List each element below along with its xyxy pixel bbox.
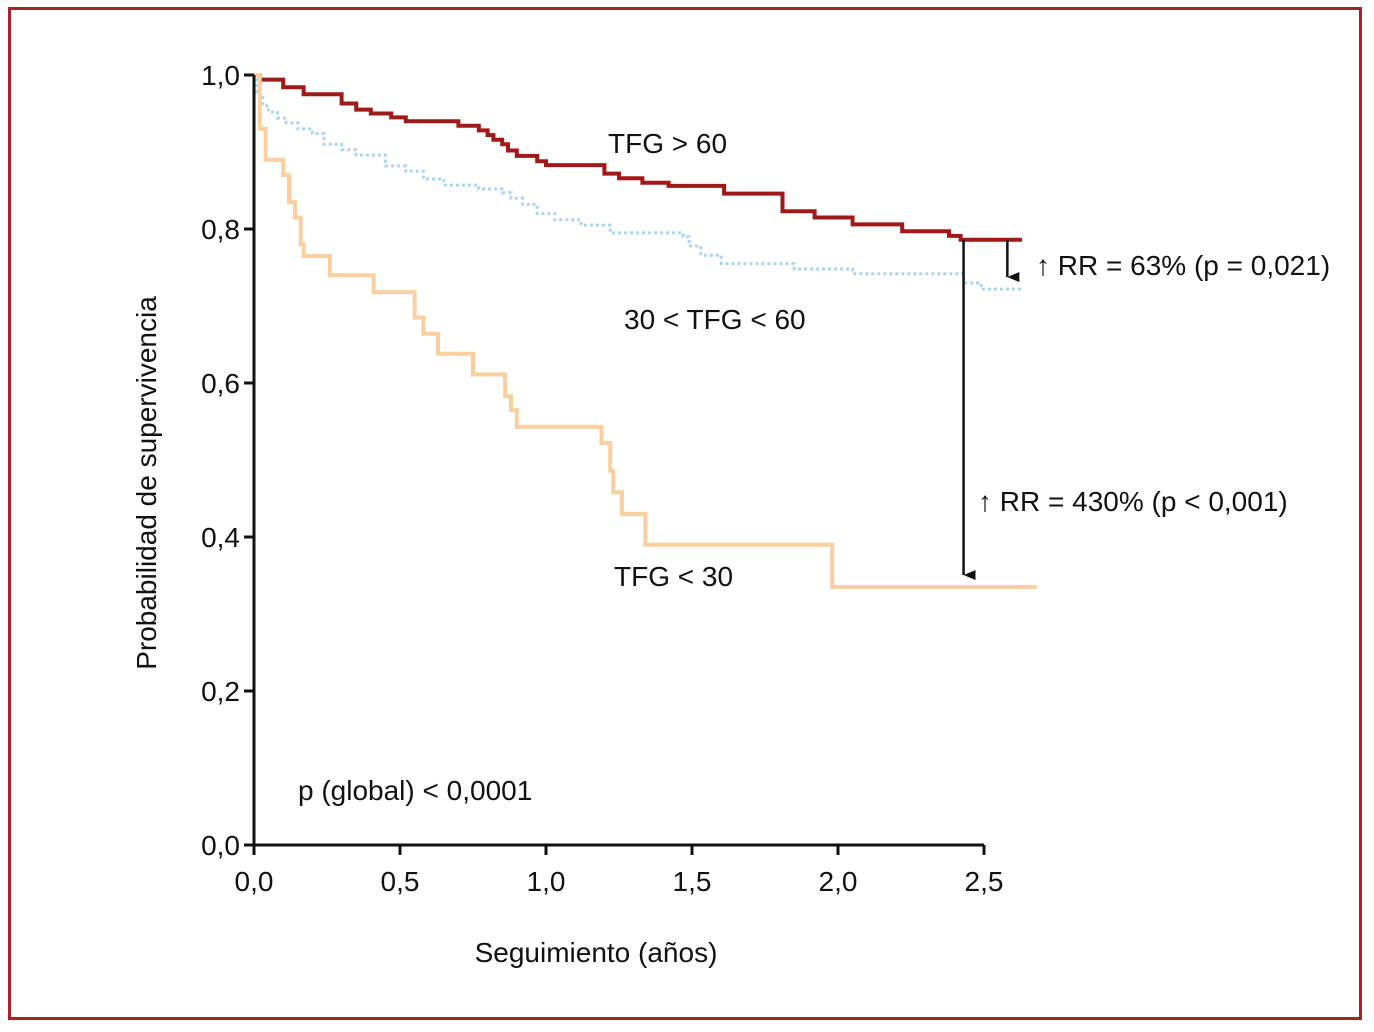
series-line-2	[254, 73, 1037, 589]
y-tick-label-1: 0,2	[201, 676, 240, 707]
x-tick-label-5: 2,5	[965, 866, 1004, 897]
y-axis-title: Probabilidad de supervivencia	[131, 296, 162, 670]
x-tick-label-3: 1,5	[673, 866, 712, 897]
arrows-layer	[962, 239, 1020, 581]
label-rr-low: ↑ RR = 430% (p < 0,001)	[978, 486, 1288, 517]
y-tick-label-3: 0,6	[201, 368, 240, 399]
series-line-0	[254, 73, 1022, 242]
y-tick-label-4: 0,8	[201, 214, 240, 245]
label-p-global: p (global) < 0,0001	[298, 775, 532, 806]
ticks-layer: 0,0 0,5 1,0 1,5 2,0 2,5 0,0 0,2 0,4 0,6 0,8 1,0	[201, 60, 1003, 897]
x-tick-label-4: 2,0	[819, 866, 858, 897]
figure-frame	[8, 7, 1362, 1020]
series-line-1	[254, 73, 1022, 291]
x-axis-title: Seguimiento (años)	[475, 937, 718, 968]
y-tick-label-2: 0,4	[201, 522, 240, 553]
y-tick-label-0: 0,0	[201, 830, 240, 861]
label-rr-mid: ↑ RR = 63% (p = 0,021)	[1036, 250, 1330, 281]
x-tick-label-0: 0,0	[235, 866, 274, 897]
label-tfg-mid: 30 < TFG < 60	[624, 304, 806, 335]
x-tick-label-1: 0,5	[381, 866, 420, 897]
y-tick-label-5: 1,0	[201, 60, 240, 91]
label-tfg-low: TFG < 30	[614, 561, 733, 592]
series-layer	[254, 73, 1037, 589]
x-tick-label-2: 1,0	[527, 866, 566, 897]
label-tfg-high: TFG > 60	[608, 128, 727, 159]
